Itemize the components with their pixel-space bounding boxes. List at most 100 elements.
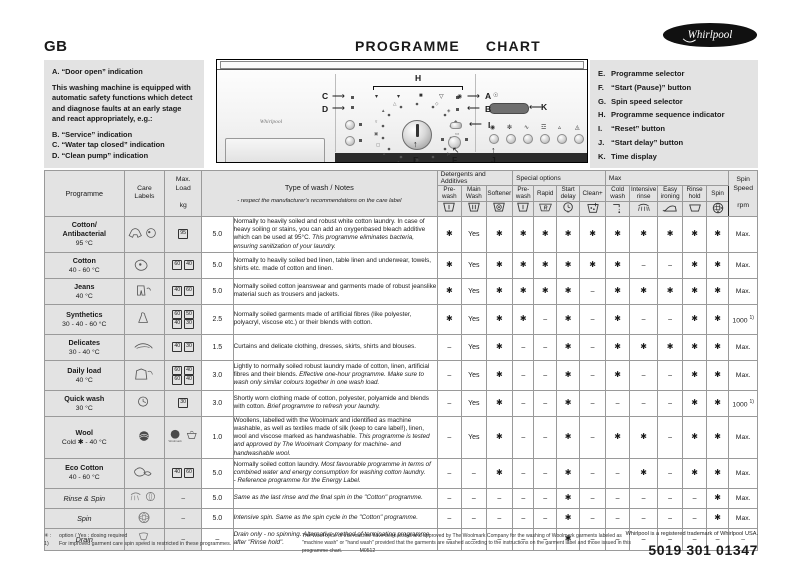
programme-name: Quick wash 30 °C xyxy=(44,389,125,417)
indication-a: A. “Door open” indication xyxy=(52,67,143,76)
care-symbols xyxy=(123,457,166,489)
option-icon-1: ◉ xyxy=(490,125,496,131)
panel-button-left-2[interactable] xyxy=(345,136,355,146)
table-row: Wool Cold ✱ - 40 °C Woolmark 1.0 Woollens… xyxy=(44,415,758,459)
start-delay-button[interactable] xyxy=(489,134,499,144)
care-label-40: 40 xyxy=(172,319,183,330)
option-button-3[interactable] xyxy=(523,134,533,144)
care-label-30: 30 xyxy=(184,342,194,353)
reset-button[interactable] xyxy=(450,122,462,129)
care-symbols xyxy=(123,333,166,361)
opt-spin: ✱ xyxy=(705,215,730,253)
programme-chart-table: Programme Care Labels Max. Load kg Type of … xyxy=(44,170,758,551)
opt-clean-plus: ✱ xyxy=(579,215,606,253)
safety-paragraph: This washing machine is equipped with au… xyxy=(52,82,193,124)
spin-icon xyxy=(705,200,730,217)
type-of-wash-note: - respect the manufacturer's recommendat… xyxy=(237,197,402,204)
footnote-left: ✳ : 1) option / Yes : dosing required Fo… xyxy=(44,533,294,549)
panel-button-left-1[interactable] xyxy=(345,120,355,130)
opt-intensive-rinse: – xyxy=(629,507,658,529)
care-label-60: 60 xyxy=(184,286,194,297)
panel-divider-2 xyxy=(475,74,476,152)
svg-text:R: R xyxy=(543,206,547,212)
sequence-icon-4: ▽ xyxy=(439,94,444,100)
svg-text:◆: ◆ xyxy=(454,119,458,124)
max-load-value: – xyxy=(201,527,234,551)
svg-text:◈: ◈ xyxy=(447,108,451,113)
opt-start-delay: ✱ xyxy=(555,303,581,335)
opt-prewash-detergent: – xyxy=(436,415,463,459)
indication-d: D. “Clean pump” indication xyxy=(52,150,149,160)
dial-knob[interactable] xyxy=(402,120,432,150)
opt-prewash: – xyxy=(512,389,535,417)
care-label-boxes: 60 40 xyxy=(164,251,203,279)
opt-spin: – xyxy=(705,527,730,551)
opt-main-wash: Yes xyxy=(461,415,487,459)
opt-easy-ironing: – xyxy=(656,507,684,529)
care-label-50: 50 xyxy=(184,309,194,320)
option-button-5[interactable] xyxy=(557,134,567,144)
sequence-icon-3: ■ xyxy=(419,93,423,99)
opt-rinse-hold: ✱ xyxy=(682,359,707,391)
footnote-symbol-2: 1) xyxy=(44,540,49,547)
programme-name: Spin xyxy=(44,507,125,529)
sequence-brace xyxy=(373,86,463,90)
spin-speed-value: Max. xyxy=(728,215,758,253)
opt-cold-wash: – xyxy=(604,389,631,417)
care-label-40: 40 xyxy=(172,468,183,479)
opt-cold-wash: – xyxy=(604,457,631,489)
opt-main-wash: – xyxy=(461,527,487,551)
option-button-6[interactable] xyxy=(574,134,584,144)
care-label-boxes: 40 30 xyxy=(164,333,203,361)
woolmark-code: M0512 xyxy=(359,547,376,554)
care-label-60: 60 xyxy=(184,468,194,479)
callout-f: F xyxy=(452,155,458,163)
callout-j: J xyxy=(491,155,496,163)
callout-e: E xyxy=(413,155,419,163)
opt-prewash: ✱ xyxy=(512,277,535,305)
programme-name: Cotton/Antibacterial 95 °C xyxy=(44,215,125,253)
care-symbols xyxy=(123,415,166,459)
sequence-icon-2: ▾ xyxy=(397,94,401,100)
opt-rapid: – xyxy=(533,389,557,417)
svg-text:▷: ▷ xyxy=(447,151,451,156)
care-label-boxes: Woolmark xyxy=(164,415,203,459)
programme-selector-dial[interactable]: △◇ ▲◈ ▿◆ ▣▭ ▢▱ ▵▷ ●◌ xyxy=(369,96,465,162)
page-title: PROGRAMME CHART xyxy=(355,38,567,54)
opt-easy-ironing: ✱ xyxy=(656,215,684,253)
spin-speed-value: – xyxy=(728,527,758,551)
opt-softener: ✱ xyxy=(485,251,514,279)
opt-spin: ✱ xyxy=(705,457,730,489)
opt-start-delay: ✱ xyxy=(555,507,581,529)
arrow-i: ⟵ xyxy=(469,119,482,129)
spin-speed-value: Max. xyxy=(728,359,758,391)
option-button-2[interactable] xyxy=(506,134,516,144)
svg-text:▲: ▲ xyxy=(381,108,385,113)
opt-start-delay: ✱ xyxy=(555,389,581,417)
opt-spin: ✱ xyxy=(705,487,730,509)
opt-rapid: – xyxy=(533,359,557,391)
opt-spin: ✱ xyxy=(705,415,730,459)
option-icon-2: ❇ xyxy=(507,125,513,131)
table-row: Delicates 30 - 40 °C 40 30 1.5 Curtains an… xyxy=(44,333,758,361)
opt-prewash: – xyxy=(512,457,535,489)
table-option-label-row: Pre-wash Main Wash Softener Pre-wash Rapi… xyxy=(45,185,758,202)
opt-intensive-rinse: – xyxy=(629,251,658,279)
care-label-30: 30 xyxy=(184,319,194,330)
start-pause-button[interactable] xyxy=(448,136,461,149)
opt-start-delay: ✱ xyxy=(555,527,581,551)
sequence-icon-5: ◉ xyxy=(457,94,463,100)
col-header-max-load: Max. Load kg xyxy=(164,170,203,217)
opt-rapid: – xyxy=(533,415,557,459)
table-row: Cotton/Antibacterial 95 °C 95 5.0 Normall… xyxy=(44,215,758,253)
opt-rinse-hold: ✱ xyxy=(682,457,707,489)
legend-key-g: G. xyxy=(598,96,607,106)
legend-label-e: Programme selector xyxy=(611,69,685,78)
callout-k: K xyxy=(541,102,548,112)
opt-main-wash: Yes xyxy=(461,389,487,417)
opt-rinse-hold: – xyxy=(682,487,707,509)
option-button-4[interactable] xyxy=(540,134,550,144)
legend-key-j: J. xyxy=(598,138,605,148)
opt-rinse-hold: ✱ xyxy=(682,303,707,335)
care-label-40: 40 xyxy=(172,286,183,297)
